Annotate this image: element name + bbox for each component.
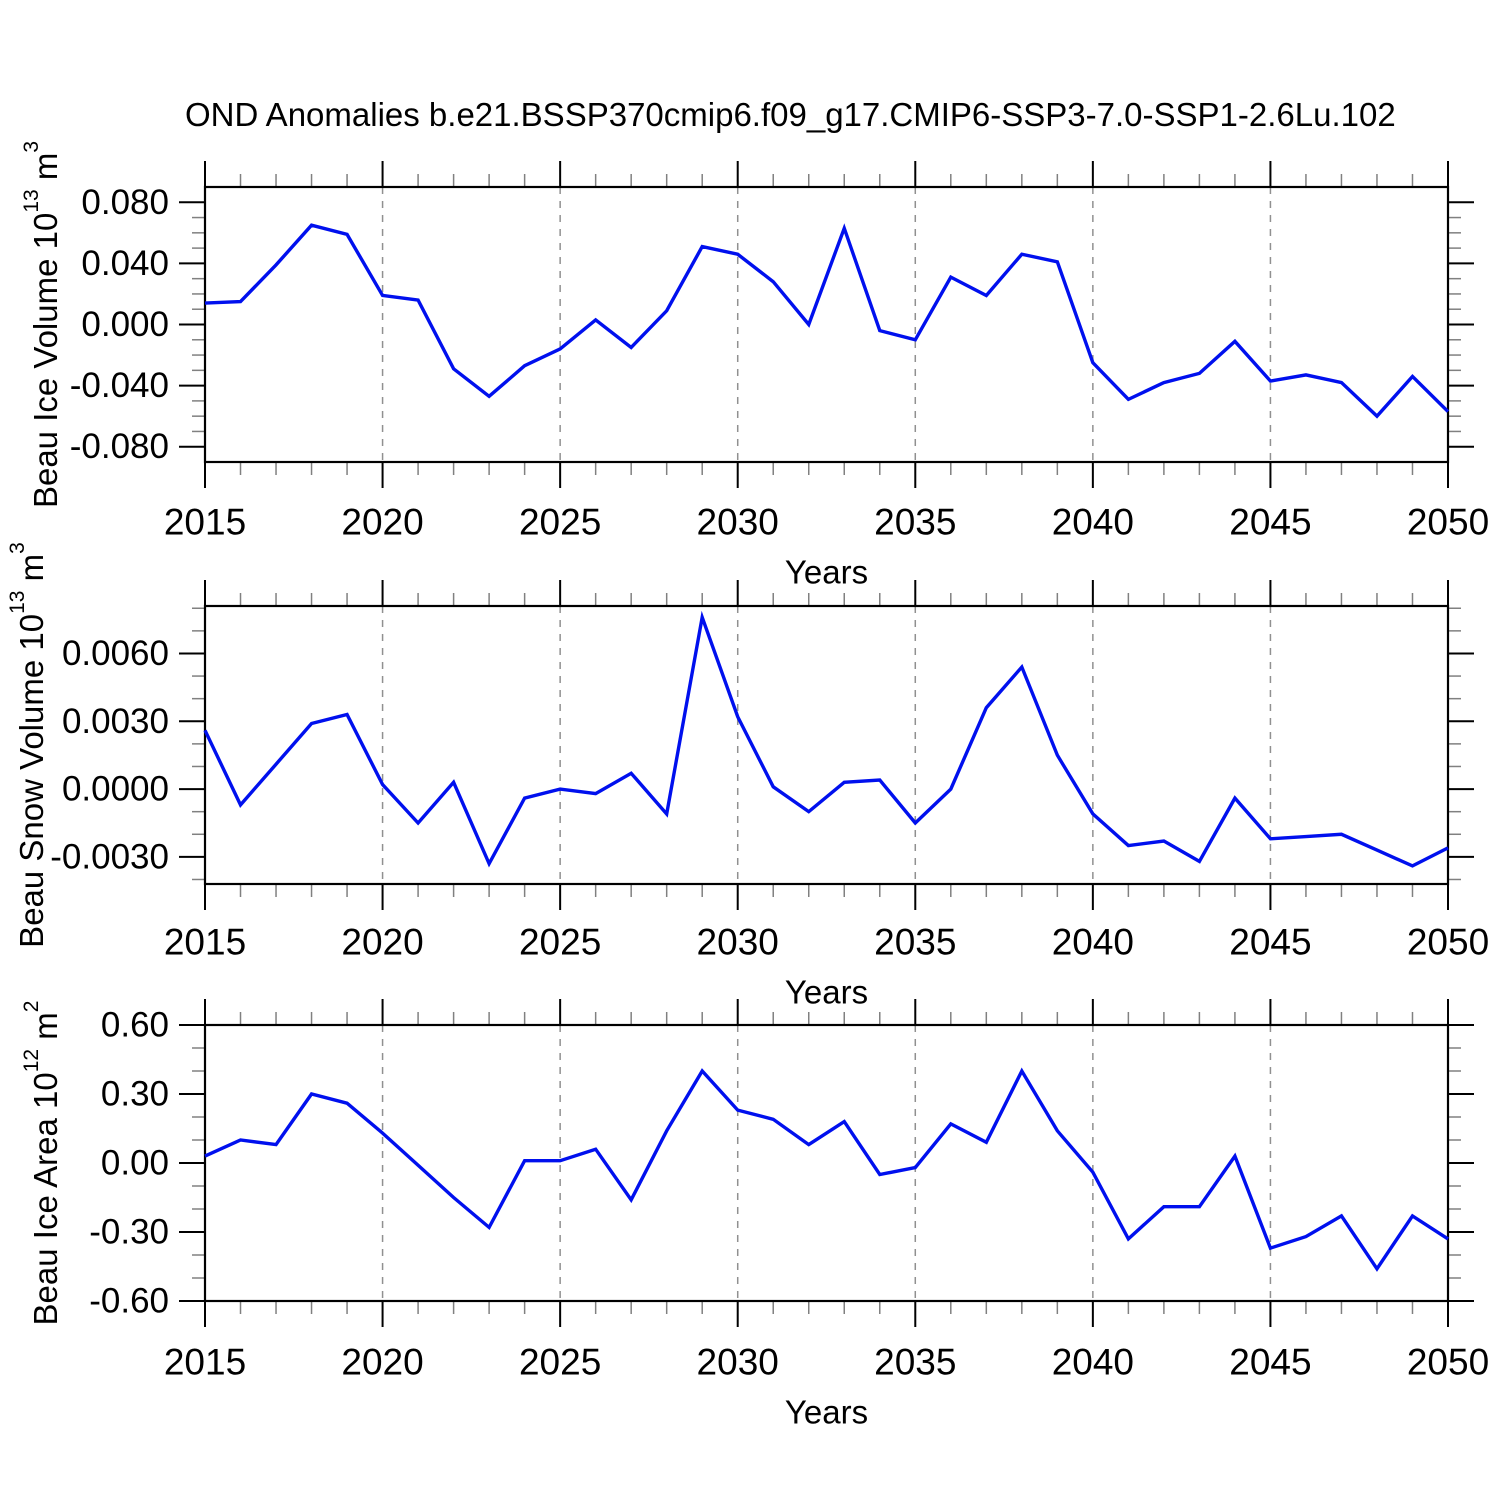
data-line-ice-area — [204, 1067, 1449, 1272]
x-tick-label: 2030 — [697, 1342, 779, 1383]
x-tick-label: 2050 — [1407, 1342, 1489, 1383]
y-tick-label: 0.080 — [81, 183, 169, 222]
x-tick-label: 2040 — [1052, 922, 1134, 963]
plot-border — [203, 185, 1450, 464]
chart-title: OND Anomalies b.e21.BSSP370cmip6.f09_g17… — [185, 96, 1396, 133]
y-tick-label: -0.040 — [70, 366, 169, 405]
panel-ice-area: 0.60 0.30 0.00 -0.30 -0.60 2015 2020 2025 2030 20… — [20, 999, 1489, 1431]
x-tick-label: 2025 — [519, 502, 601, 543]
y-tick-label: 0.0030 — [62, 702, 169, 741]
x-axis-title: Years — [785, 554, 868, 591]
x-tick-label: 2035 — [874, 922, 956, 963]
x-tick-label: 2050 — [1407, 922, 1489, 963]
panel-snow-volume: 0.0060 0.0030 0.0000 -0.0030 2015 2020 2025 203… — [6, 542, 1490, 1010]
panel-ice-volume: 0.080 0.040 0.000 -0.040 -0.080 2015 2020 2025 2… — [20, 141, 1490, 591]
y-tick-label: 0.000 — [81, 305, 169, 344]
x-tick-label: 2045 — [1229, 1342, 1311, 1383]
y-tick-label: 0.0000 — [62, 770, 169, 809]
x-tick-label: 2025 — [519, 922, 601, 963]
x-tick-label: 2015 — [164, 922, 246, 963]
x-tick-label: 2015 — [164, 502, 246, 543]
plot-border — [203, 604, 1450, 886]
x-tick-label: 2015 — [164, 1342, 246, 1383]
x-axis-title: Years — [785, 974, 868, 1011]
y-tick-label: 0.0060 — [62, 634, 169, 673]
x-tick-label: 2035 — [874, 1342, 956, 1383]
y-tick-label: 0.60 — [101, 1006, 169, 1045]
y-tick-label: 0.00 — [101, 1144, 169, 1183]
y-axis-title: Beau Ice Area 1012 m2 — [20, 1001, 64, 1326]
y-tick-label: -0.30 — [89, 1213, 169, 1252]
plot-border — [203, 1023, 1450, 1303]
x-tick-label: 2025 — [519, 1342, 601, 1383]
x-tick-label: 2045 — [1229, 502, 1311, 543]
data-line-ice-volume — [204, 223, 1450, 419]
x-axis-title: Years — [785, 1394, 868, 1431]
y-axis-title: Beau Ice Volume 1013 m3 — [20, 141, 64, 508]
x-tick-label: 2035 — [874, 502, 956, 543]
x-tick-label: 2020 — [341, 1342, 423, 1383]
y-tick-label: 0.040 — [81, 244, 169, 283]
x-tick-label: 2020 — [341, 922, 423, 963]
data-line-snow-volume — [203, 610, 1449, 868]
x-tick-label: 2040 — [1052, 502, 1134, 543]
y-tick-label: -0.0030 — [50, 837, 169, 876]
x-tick-label: 2030 — [697, 502, 779, 543]
y-tick-label: -0.60 — [89, 1282, 169, 1321]
x-tick-label: 2030 — [697, 922, 779, 963]
x-tick-label: 2045 — [1229, 922, 1311, 963]
y-tick-label: -0.080 — [70, 427, 169, 466]
x-tick-label: 2040 — [1052, 1342, 1134, 1383]
y-axis-title: Beau Snow Volume 1013 m3 — [6, 542, 50, 948]
x-tick-label: 2020 — [341, 502, 423, 543]
y-tick-label: 0.30 — [101, 1075, 169, 1114]
x-tick-label: 2050 — [1407, 502, 1489, 543]
